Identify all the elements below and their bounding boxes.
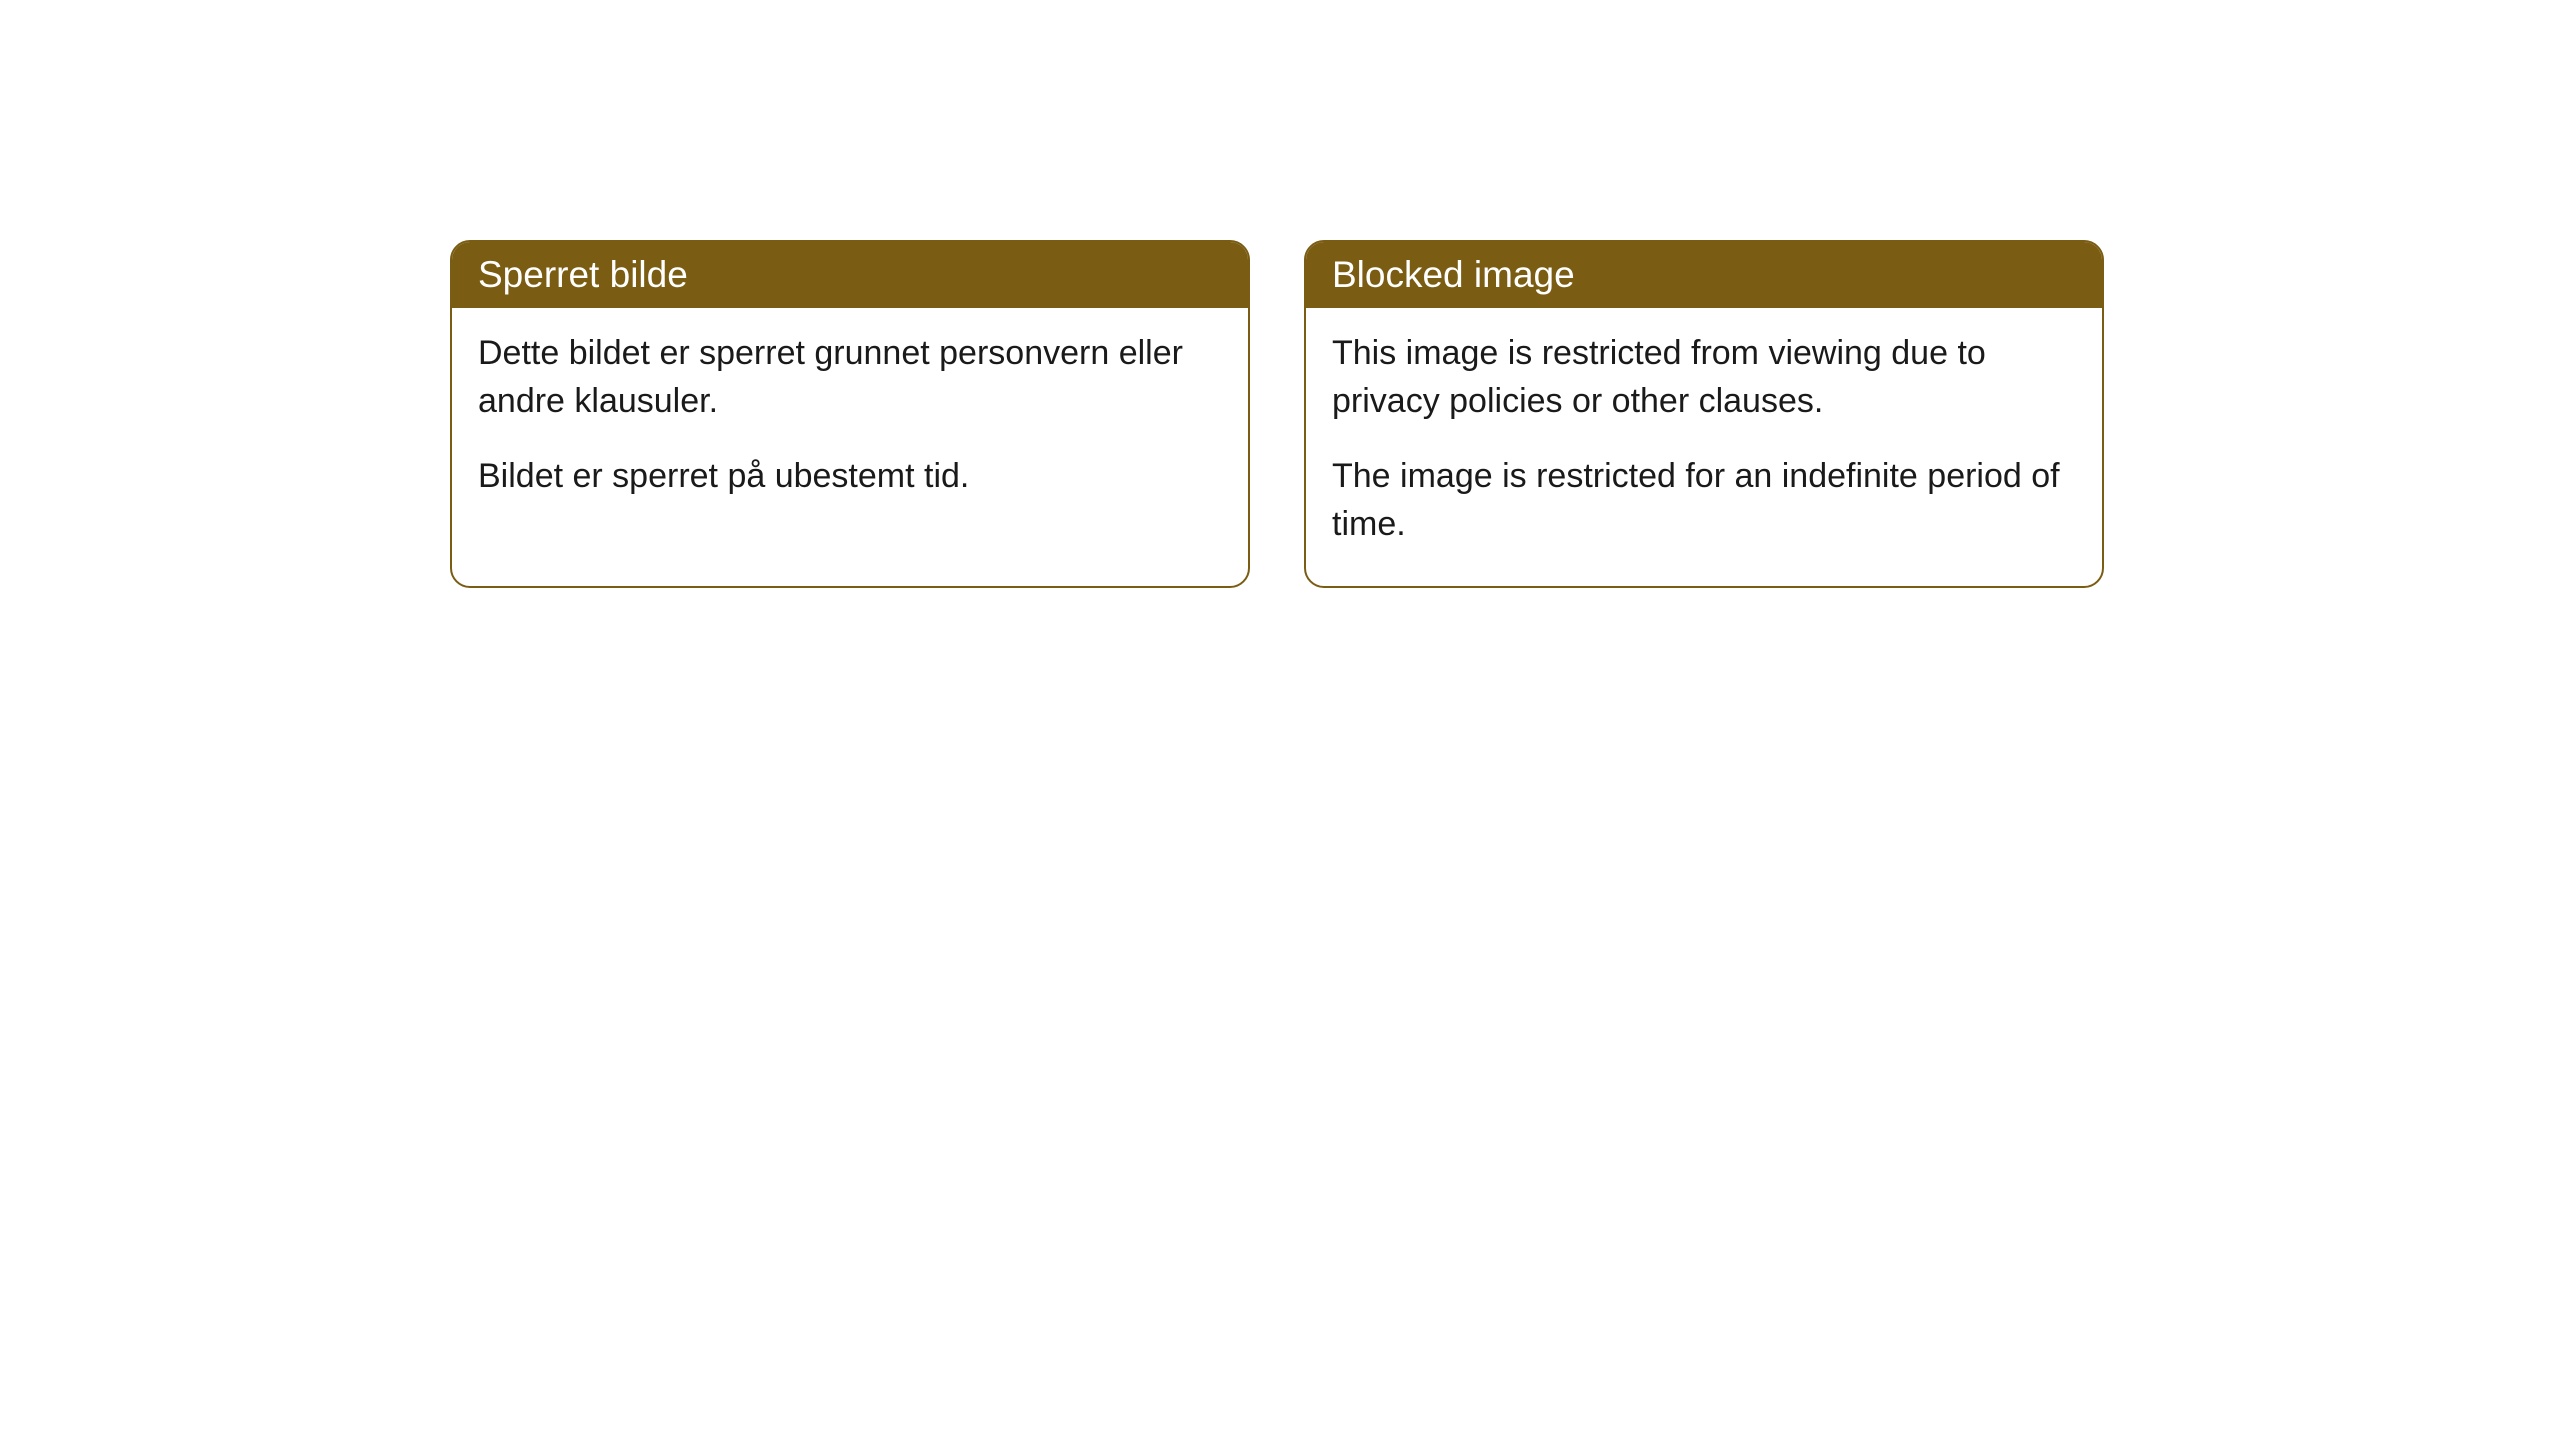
card-header: Blocked image — [1306, 242, 2102, 308]
card-body: This image is restricted from viewing du… — [1306, 308, 2102, 586]
card-title: Blocked image — [1332, 254, 1575, 295]
card-paragraph: Bildet er sperret på ubestemt tid. — [478, 453, 1222, 501]
blocked-image-card-en: Blocked image This image is restricted f… — [1304, 240, 2104, 588]
card-paragraph: Dette bildet er sperret grunnet personve… — [478, 330, 1222, 425]
card-paragraph: The image is restricted for an indefinit… — [1332, 453, 2076, 548]
blocked-image-card-no: Sperret bilde Dette bildet er sperret gr… — [450, 240, 1250, 588]
notice-cards-row: Sperret bilde Dette bildet er sperret gr… — [450, 240, 2560, 588]
card-header: Sperret bilde — [452, 242, 1248, 308]
card-body: Dette bildet er sperret grunnet personve… — [452, 308, 1248, 539]
card-paragraph: This image is restricted from viewing du… — [1332, 330, 2076, 425]
card-title: Sperret bilde — [478, 254, 688, 295]
